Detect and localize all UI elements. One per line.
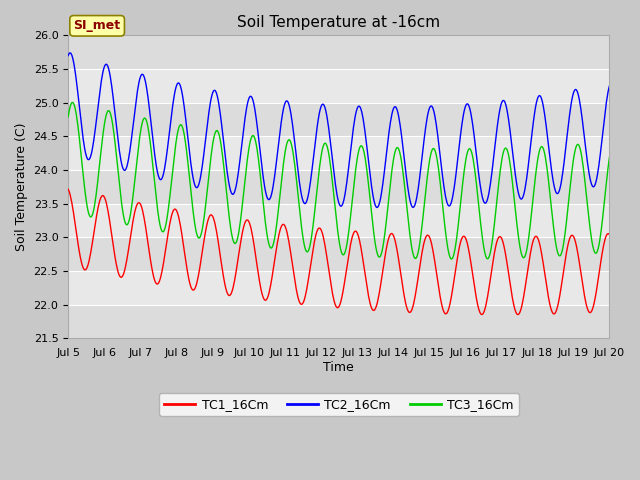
Bar [68,305,609,338]
Bar [68,36,609,69]
Y-axis label: Soil Temperature (C): Soil Temperature (C) [15,122,28,251]
X-axis label: Time: Time [323,360,354,374]
Bar [68,136,609,170]
Bar [68,204,609,237]
Title: Soil Temperature at -16cm: Soil Temperature at -16cm [237,15,440,30]
Bar [68,271,609,305]
Bar [68,237,609,271]
Bar [68,69,609,103]
Text: SI_met: SI_met [74,19,121,32]
Bar [68,103,609,136]
Legend: TC1_16Cm, TC2_16Cm, TC3_16Cm: TC1_16Cm, TC2_16Cm, TC3_16Cm [159,393,518,416]
Bar [68,170,609,204]
